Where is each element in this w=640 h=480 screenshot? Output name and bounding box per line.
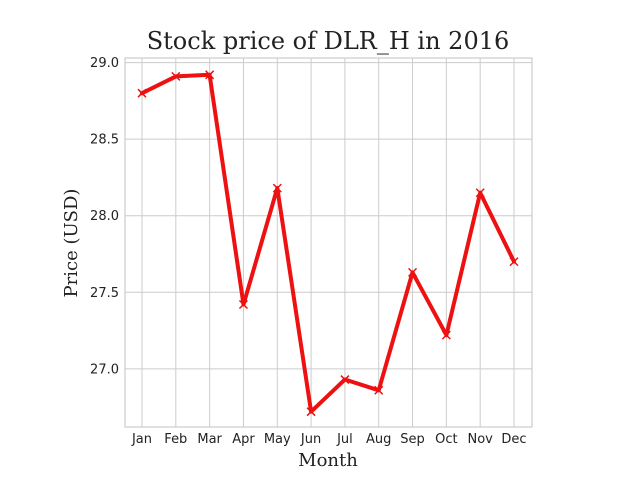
x-tick-label: Jun (300, 432, 321, 447)
y-tick-label: 28.0 (90, 209, 119, 224)
data-point-marker (238, 299, 248, 310)
data-point-marker (205, 70, 215, 80)
data-point-marker (374, 385, 384, 395)
x-tick-label: Jul (336, 432, 353, 447)
plot-frame (124, 57, 533, 428)
y-tick-label: 27.5 (90, 286, 119, 301)
data-point-marker (408, 267, 418, 277)
x-tick-label: Feb (164, 432, 187, 447)
y-tick-label: 29.0 (90, 56, 119, 71)
x-tick-label: Nov (467, 432, 493, 447)
x-tick-label: May (264, 432, 291, 447)
data-point-marker (475, 188, 485, 198)
chart-title: Stock price of DLR_H in 2016 (147, 27, 510, 55)
y-axis-label: Price (USD) (61, 189, 82, 298)
series-line (140, 72, 516, 414)
y-tick-labels: 27.0 27.5 28.0 28.5 29.0 (90, 56, 119, 377)
x-tick-label: Apr (232, 432, 255, 447)
data-point-marker (340, 375, 350, 385)
data-point-marker (272, 183, 282, 193)
x-tick-label: Mar (197, 432, 222, 447)
y-tick-label: 28.5 (90, 133, 119, 148)
data-point-marker (306, 407, 316, 417)
data-point-marker (171, 71, 181, 81)
x-axis-label: Month (298, 450, 358, 471)
x-tick-label: Oct (435, 432, 457, 447)
x-tick-labels: Jan Feb Mar Apr May Jun Jul Aug Sep Oct Nov Dec (131, 432, 527, 447)
y-tick-label: 27.0 (90, 362, 119, 377)
x-tick-label: Sep (400, 432, 425, 447)
x-tick-label: Jan (131, 432, 152, 447)
data-point-marker (509, 257, 519, 267)
x-tick-label: Aug (366, 432, 391, 447)
x-tick-label: Dec (501, 432, 526, 447)
series-markers (137, 70, 519, 417)
data-point-marker (137, 88, 147, 98)
grid (125, 58, 532, 427)
data-point-marker (441, 330, 451, 340)
